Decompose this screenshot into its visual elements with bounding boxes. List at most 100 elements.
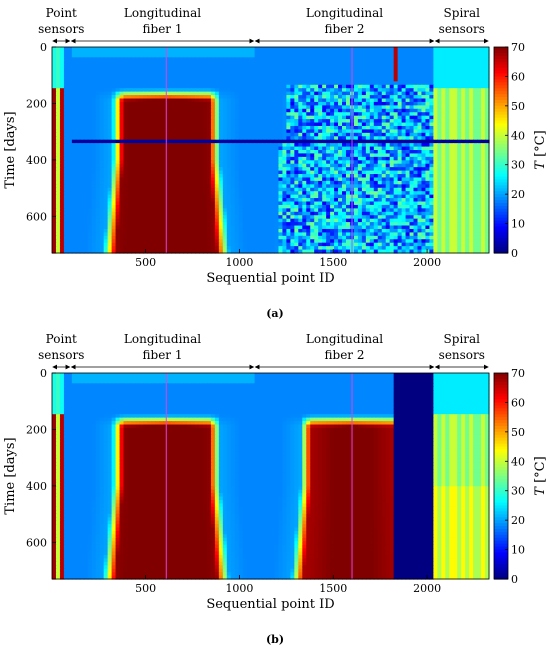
heatmap-cell	[147, 91, 152, 96]
heatmap-cell	[298, 95, 303, 100]
heatmap-cell	[79, 84, 85, 89]
heatmap-cell	[214, 95, 220, 100]
heatmap-cell	[99, 105, 105, 110]
heatmap-cell	[183, 74, 188, 79]
heatmap-cell	[318, 125, 323, 130]
heatmap-cell	[417, 153, 423, 158]
heatmap-cell	[119, 153, 125, 158]
heatmap-cell	[163, 139, 168, 144]
heatmap-cell	[238, 105, 244, 110]
heatmap-cell	[175, 167, 180, 172]
heatmap-cell	[79, 112, 85, 117]
heatmap-cell	[393, 119, 399, 124]
heatmap-cell	[71, 170, 77, 175]
heatmap-cell	[437, 50, 442, 55]
heatmap-cell	[171, 95, 176, 100]
heatmap-cell	[63, 91, 69, 96]
heatmap-cell	[59, 101, 65, 106]
heatmap-cell	[345, 136, 351, 141]
heatmap-cell	[135, 177, 140, 182]
heatmap-cell	[401, 119, 407, 124]
heatmap-cell	[437, 187, 442, 192]
heatmap-cell	[87, 156, 93, 161]
heatmap-cell	[55, 53, 61, 58]
heatmap-cell	[179, 136, 184, 141]
heatmap-cell	[345, 47, 351, 52]
heatmap-cell	[171, 143, 176, 148]
heatmap-cell	[389, 194, 395, 199]
heatmap-cell	[99, 170, 105, 175]
heatmap-cell	[238, 95, 244, 100]
heatmap-cell	[405, 112, 411, 117]
heatmap-cell	[95, 84, 101, 89]
heatmap-cell	[334, 143, 339, 148]
heatmap-cell	[457, 170, 462, 175]
heatmap-cell	[357, 57, 363, 62]
heatmap-cell	[52, 174, 57, 179]
heatmap-cell	[298, 53, 303, 58]
heatmap-cell	[461, 187, 466, 192]
heatmap-cell	[433, 136, 438, 141]
heatmap-cell	[481, 115, 486, 120]
heatmap-cell	[449, 98, 454, 103]
heatmap-cell	[202, 153, 208, 158]
heatmap-cell	[377, 84, 383, 89]
heatmap-cell	[445, 170, 450, 175]
heatmap-cell	[79, 108, 85, 113]
heatmap-cell	[266, 119, 272, 124]
heatmap-cell	[198, 95, 204, 100]
heatmap-cell	[449, 174, 454, 179]
heatmap-cell	[191, 91, 196, 96]
heatmap-cell	[465, 139, 470, 144]
heatmap-cell	[183, 53, 188, 58]
heatmap-cell	[361, 112, 367, 117]
heatmap-cell	[345, 112, 351, 117]
heatmap-cell	[481, 153, 486, 158]
heatmap-cell	[314, 77, 319, 82]
heatmap-cell	[453, 74, 458, 79]
heatmap-cell	[63, 153, 69, 158]
heatmap-cell	[67, 163, 73, 168]
heatmap-cell	[187, 146, 192, 151]
heatmap-cell	[373, 153, 379, 158]
heatmap-cell	[95, 71, 101, 76]
heatmap-cell	[294, 153, 299, 158]
heatmap-cell	[111, 125, 117, 130]
heatmap-cell	[365, 194, 371, 199]
heatmap-cell	[294, 198, 299, 203]
heatmap-cell	[242, 77, 248, 82]
heatmap-cell	[63, 201, 69, 206]
heatmap-cell	[75, 180, 81, 185]
heatmap-cell	[342, 191, 347, 196]
heatmap-cell	[127, 98, 133, 103]
heatmap-cell	[179, 57, 184, 62]
heatmap-cell	[214, 191, 220, 196]
heatmap-cells	[52, 47, 490, 254]
heatmap-cell	[151, 187, 156, 192]
heatmap-cell	[111, 146, 117, 151]
heatmap-cell	[242, 174, 248, 179]
heatmap-cell	[282, 136, 287, 141]
heatmap-cell	[274, 95, 280, 100]
heatmap-cell	[155, 60, 160, 65]
heatmap-cell	[95, 53, 101, 58]
heatmap-cell	[306, 64, 311, 69]
heatmap-cell	[163, 146, 168, 151]
heatmap-cell	[345, 191, 351, 196]
heatmap-cell	[222, 201, 228, 206]
heatmap-cell	[353, 153, 359, 158]
heatmap-cell	[187, 156, 192, 161]
heatmap-cell	[302, 101, 307, 106]
heatmap-cell	[99, 71, 105, 76]
heatmap-cell	[409, 160, 415, 165]
heatmap-cell	[282, 88, 287, 93]
heatmap-cell	[83, 67, 89, 72]
heatmap-cell	[429, 160, 434, 165]
heatmap-cell	[195, 163, 200, 168]
heatmap-cell	[238, 129, 244, 134]
heatmap-cell	[338, 74, 343, 79]
heatmap-cell	[254, 47, 260, 52]
heatmap-cell	[369, 150, 375, 155]
heatmap-cell	[385, 198, 391, 203]
